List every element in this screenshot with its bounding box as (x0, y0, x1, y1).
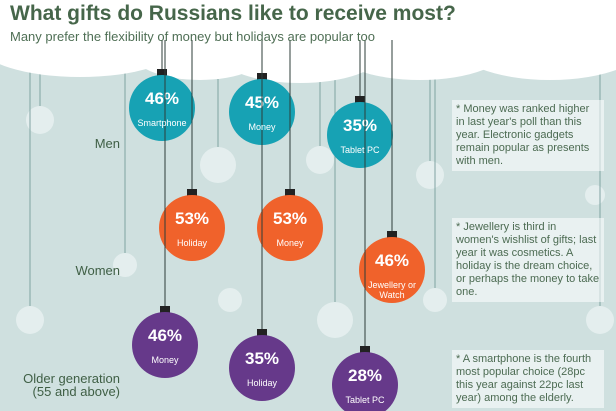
title: What gifts do Russians like to receive m… (10, 2, 456, 25)
subtitle: Many prefer the flexibility of money but… (10, 29, 375, 44)
ornament-cap (187, 189, 197, 196)
value-label: 46% (145, 89, 179, 108)
category-label: Holiday (246, 378, 277, 388)
ornament (229, 335, 295, 401)
group-label: Men (94, 136, 120, 151)
value-label: 35% (245, 349, 279, 368)
ornament (257, 195, 323, 261)
value-label: 53% (175, 209, 209, 228)
ornament-cap (285, 189, 295, 196)
ornament (327, 102, 393, 168)
category-label: Smartphone (137, 118, 187, 128)
value-label: 53% (273, 209, 307, 228)
value-label: 46% (375, 251, 409, 270)
decor-strings (29, 40, 601, 306)
value-label: 35% (343, 116, 377, 135)
category-label: Money (276, 238, 304, 248)
ornament (132, 312, 198, 378)
category-label: Holiday (176, 238, 207, 248)
category-label: Jewellery or Watch (367, 280, 416, 300)
value-label: 28% (348, 366, 382, 385)
ornament-cap (387, 231, 397, 238)
ornament-cap (355, 96, 365, 103)
note: * Money was ranked higher in last year's… (452, 100, 604, 171)
ornament (159, 195, 225, 261)
ornament (129, 75, 195, 141)
group-label: Older generation (55 and above) (23, 371, 120, 399)
ornament-cap (157, 69, 167, 76)
ornament (332, 352, 398, 411)
note: * A smartphone is the fourth most popula… (452, 350, 604, 408)
ornament-cap (360, 346, 370, 353)
group-label: Women (75, 263, 120, 278)
category-label: Money (248, 122, 276, 132)
category-label: Money (151, 355, 179, 365)
note: * Jewellery is third in women's wishlist… (452, 218, 604, 302)
value-label: 46% (148, 326, 182, 345)
ornament-cap (160, 306, 170, 313)
category-label: Tablet PC (340, 145, 380, 155)
ornament (359, 237, 425, 303)
category-label: Tablet PC (345, 395, 385, 405)
ornament-cap (257, 329, 267, 336)
